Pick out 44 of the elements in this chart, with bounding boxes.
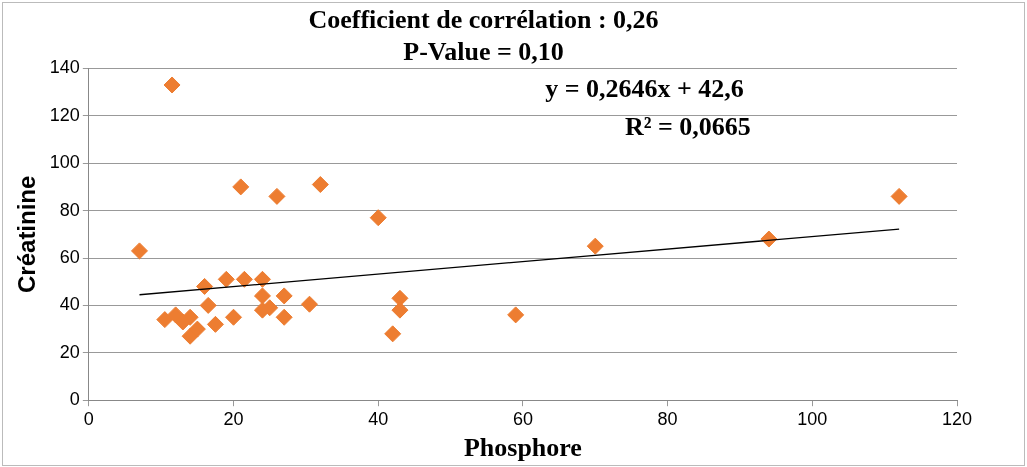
y-axis-title: Créatinine bbox=[13, 175, 41, 293]
annotation: R² = 0,0665 bbox=[624, 112, 751, 142]
y-tick-label: 100 bbox=[49, 152, 80, 173]
annotation: y = 0,2646x + 42,6 bbox=[545, 74, 744, 104]
point bbox=[586, 237, 604, 255]
point bbox=[217, 270, 235, 288]
x-tick-label: 100 bbox=[797, 408, 828, 429]
point bbox=[235, 270, 253, 288]
y-tick-label: 40 bbox=[59, 294, 80, 315]
chart-subtitle: P-Value = 0,10 bbox=[403, 36, 564, 66]
x-tick-label: 60 bbox=[512, 408, 533, 429]
point bbox=[507, 306, 525, 324]
point bbox=[232, 178, 250, 196]
point bbox=[890, 187, 908, 205]
point bbox=[253, 287, 271, 305]
point bbox=[275, 308, 293, 326]
x-tick-label: 40 bbox=[368, 408, 389, 429]
y-tick-label: 20 bbox=[59, 341, 80, 362]
y-tick-label: 60 bbox=[59, 246, 80, 267]
point bbox=[163, 76, 181, 94]
point bbox=[199, 296, 217, 314]
point bbox=[268, 187, 286, 205]
y-tick-label: 120 bbox=[49, 104, 80, 125]
x-tick-label: 80 bbox=[657, 408, 678, 429]
point bbox=[300, 295, 318, 313]
x-tick-label: 120 bbox=[941, 408, 973, 429]
point bbox=[391, 289, 409, 307]
point bbox=[188, 320, 206, 338]
x-tick-label: 20 bbox=[223, 408, 244, 429]
point bbox=[275, 287, 293, 305]
y-tick-label: 0 bbox=[69, 389, 80, 410]
x-axis-title: Phosphore bbox=[463, 433, 582, 463]
point bbox=[369, 209, 387, 227]
point bbox=[311, 176, 329, 194]
point bbox=[130, 242, 148, 260]
y-tick-label: 80 bbox=[59, 199, 80, 220]
point bbox=[156, 311, 174, 329]
y-tick-label: 140 bbox=[49, 57, 80, 78]
x-tick-label: 0 bbox=[83, 408, 94, 429]
point bbox=[384, 325, 402, 343]
point bbox=[206, 315, 224, 333]
chart-title: Coefficient de corrélation : 0,26 bbox=[308, 5, 659, 35]
point bbox=[253, 270, 271, 288]
point bbox=[225, 308, 243, 326]
